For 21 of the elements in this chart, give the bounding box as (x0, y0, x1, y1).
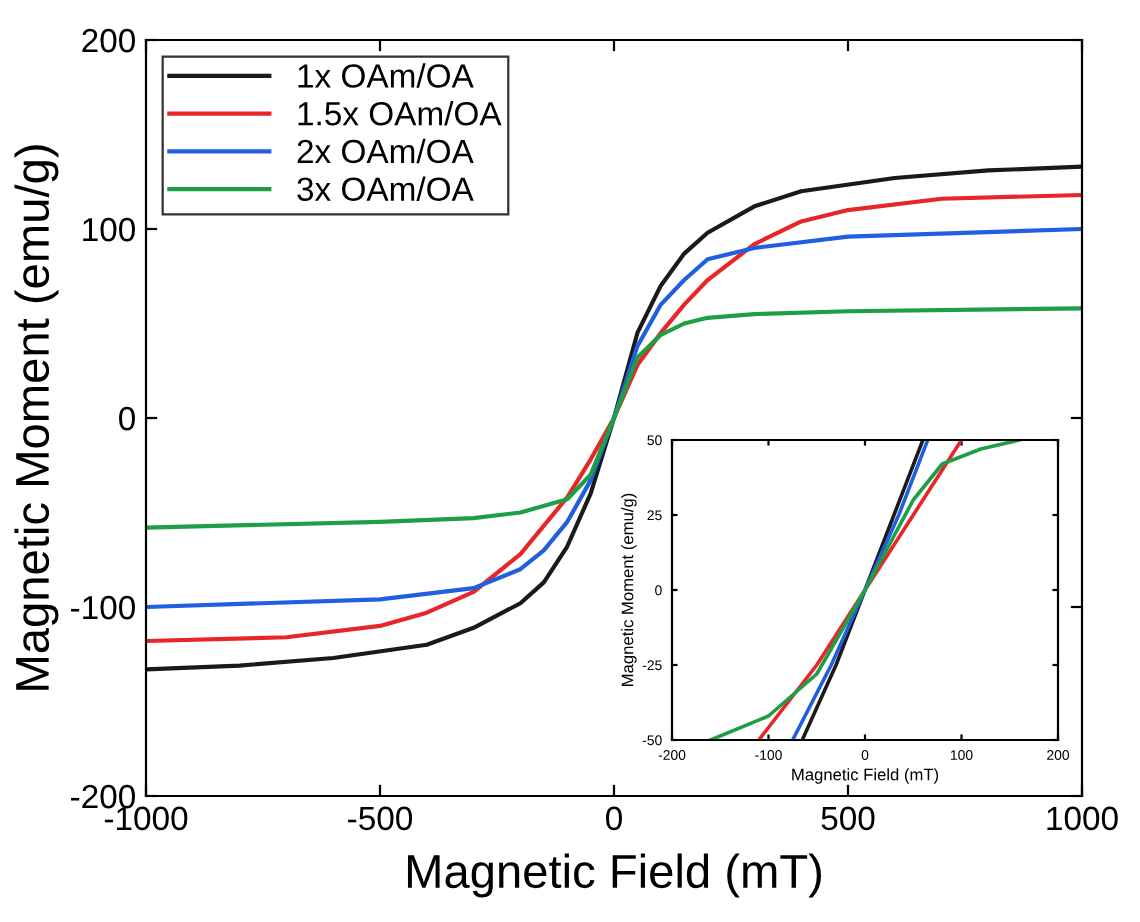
x-tick-label: 500 (821, 806, 875, 831)
line-series (708, 440, 1022, 740)
legend-label: 1.5x OAm/OA (298, 101, 502, 126)
x-tick-label: -500 (348, 806, 413, 831)
x-tick-label: -1000 (104, 806, 188, 831)
y-tick-label: 100 (83, 217, 135, 242)
x-tick-label: 1000 (1047, 806, 1118, 831)
y-tick-label: 200 (82, 28, 135, 53)
legend-label: 3x OAm/OA (297, 176, 474, 202)
y-tick-label: -200 (71, 784, 135, 809)
x-axis-title: Magnetic Field (mT) (792, 768, 939, 784)
y-axis-title: Magnetic Moment (emu/g) (621, 493, 637, 686)
x-axis-title: Magnetic Field (mT) (407, 853, 821, 898)
legend-label: 1x OAm/OA (298, 63, 474, 88)
x-tick-label: 0 (606, 806, 622, 831)
line-series (146, 226, 1082, 610)
y-axis-title: Magnetic Moment (emu/g) (14, 145, 59, 690)
legend-label: 2x OAm/OA (297, 138, 474, 164)
y-tick-label: 0 (119, 406, 135, 431)
y-tick-label: -100 (71, 595, 135, 620)
line-series (757, 440, 964, 740)
